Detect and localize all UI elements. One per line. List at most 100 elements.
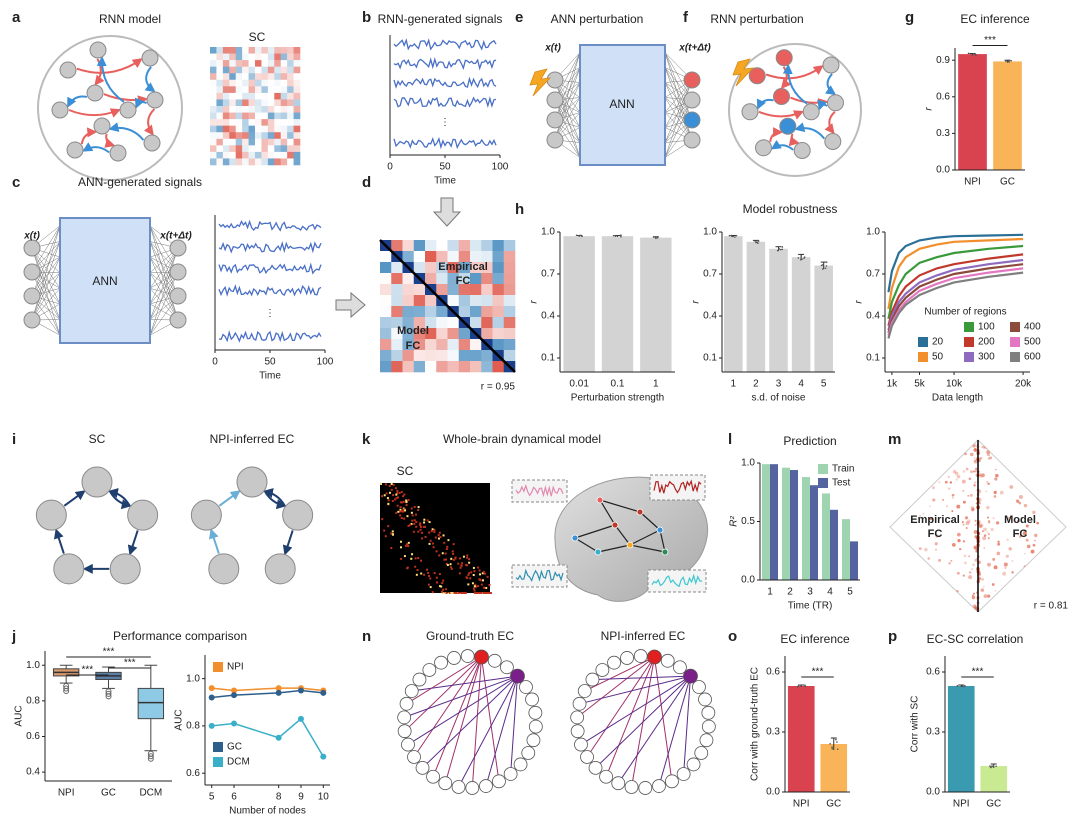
ring-node [487, 653, 502, 668]
heatmap-cell [481, 240, 493, 252]
connection [554, 99, 581, 158]
sc-dot [423, 525, 426, 528]
legend-label: 100 [978, 322, 995, 333]
jitter-point [1008, 59, 1011, 62]
jitter-point [972, 52, 975, 55]
heatmap-cell [413, 361, 426, 373]
connection [149, 225, 179, 321]
panel-letter: b [362, 9, 371, 26]
ring-node [701, 719, 716, 734]
connection [149, 247, 179, 320]
brain-node [626, 541, 634, 549]
speckle [965, 526, 968, 530]
ring-node [460, 649, 475, 663]
chart-title: EC inference [960, 12, 1030, 26]
sc-dot [480, 592, 483, 594]
heatmap-cell [255, 119, 262, 126]
ring-node [503, 767, 518, 781]
x-tick-label: 6 [231, 792, 237, 803]
ring-node [451, 780, 466, 794]
speckle [1016, 519, 1020, 523]
heatmap-cell [280, 79, 288, 87]
sc-dot [419, 525, 422, 528]
speckle [931, 609, 935, 612]
legend-label: 20 [932, 337, 944, 348]
heatmap-cell [274, 92, 282, 100]
heatmap-cell [216, 73, 224, 81]
heatmap-cell [255, 60, 262, 67]
edge [134, 97, 148, 109]
significance-label: *** [103, 647, 115, 658]
heatmap-cell [229, 125, 237, 133]
speckle [981, 577, 985, 581]
speckle [956, 532, 961, 537]
sc-dot [441, 552, 444, 555]
heatmap-cell [280, 112, 288, 120]
edge [76, 58, 143, 74]
heatmap-cell [229, 47, 237, 54]
x-tick-label: 0 [387, 162, 393, 173]
signal-trace [393, 76, 497, 89]
marker [275, 689, 282, 696]
jitter-point [803, 257, 805, 260]
brain-edge [659, 529, 666, 553]
x-axis-label: s.d. of noise [752, 393, 806, 404]
sc-dot [390, 483, 393, 485]
x-tick-label: 50 [439, 162, 451, 173]
speckle [970, 470, 973, 474]
signal-trace [515, 483, 564, 498]
heatmap-cell [492, 240, 505, 252]
node [146, 91, 164, 109]
edge [80, 127, 98, 145]
sc-dot [451, 550, 454, 553]
heatmap-cell [229, 112, 237, 120]
heatmap-cell [447, 262, 460, 274]
legend-swatch [964, 337, 974, 347]
heatmap-cell [287, 53, 294, 61]
ring-node [525, 692, 539, 707]
speckle [953, 447, 956, 451]
sc-dot [429, 577, 432, 580]
signal-trace [218, 219, 322, 232]
y-tick-label: 0.1 [866, 353, 880, 364]
speckle [987, 562, 991, 567]
node [264, 553, 296, 585]
heatmap-cell [425, 251, 437, 263]
sc-dot [391, 499, 394, 502]
heatmap-cell [287, 92, 294, 100]
heatmap-cell [261, 99, 269, 107]
heatmap-cell [425, 240, 437, 252]
node [755, 139, 772, 157]
y-tick-label: 1.0 [186, 673, 200, 684]
connection [149, 256, 179, 321]
label: Empirical [910, 514, 960, 526]
heatmap-cell [274, 119, 282, 126]
heatmap-cell [248, 53, 256, 61]
speckle [983, 594, 988, 598]
jitter-point [753, 239, 756, 242]
speckle [996, 450, 1000, 454]
speckle [970, 505, 975, 510]
speckle [949, 481, 953, 484]
x-tick-label: DCM [139, 788, 162, 799]
heatmap-cell [380, 328, 392, 340]
x-tick-label: 50 [264, 357, 276, 368]
x-axis-label: Time [434, 176, 456, 187]
heatmap-cell [261, 53, 269, 61]
lightning [529, 68, 552, 97]
sc-dot [400, 546, 403, 549]
ring-node [519, 680, 533, 694]
outlier [147, 753, 154, 760]
speckle [953, 440, 957, 445]
panel-letter: j [11, 628, 16, 645]
heatmap-cell [210, 145, 217, 153]
heatmap-cell [210, 106, 217, 113]
edge [144, 66, 156, 93]
heatmap-cell [293, 158, 301, 166]
heatmap-cell [242, 47, 249, 54]
heatmap-cell [216, 60, 224, 67]
sc-dot [440, 590, 443, 593]
sc-dot [395, 493, 398, 496]
ring-node [607, 655, 621, 670]
sc-dot [479, 578, 482, 581]
